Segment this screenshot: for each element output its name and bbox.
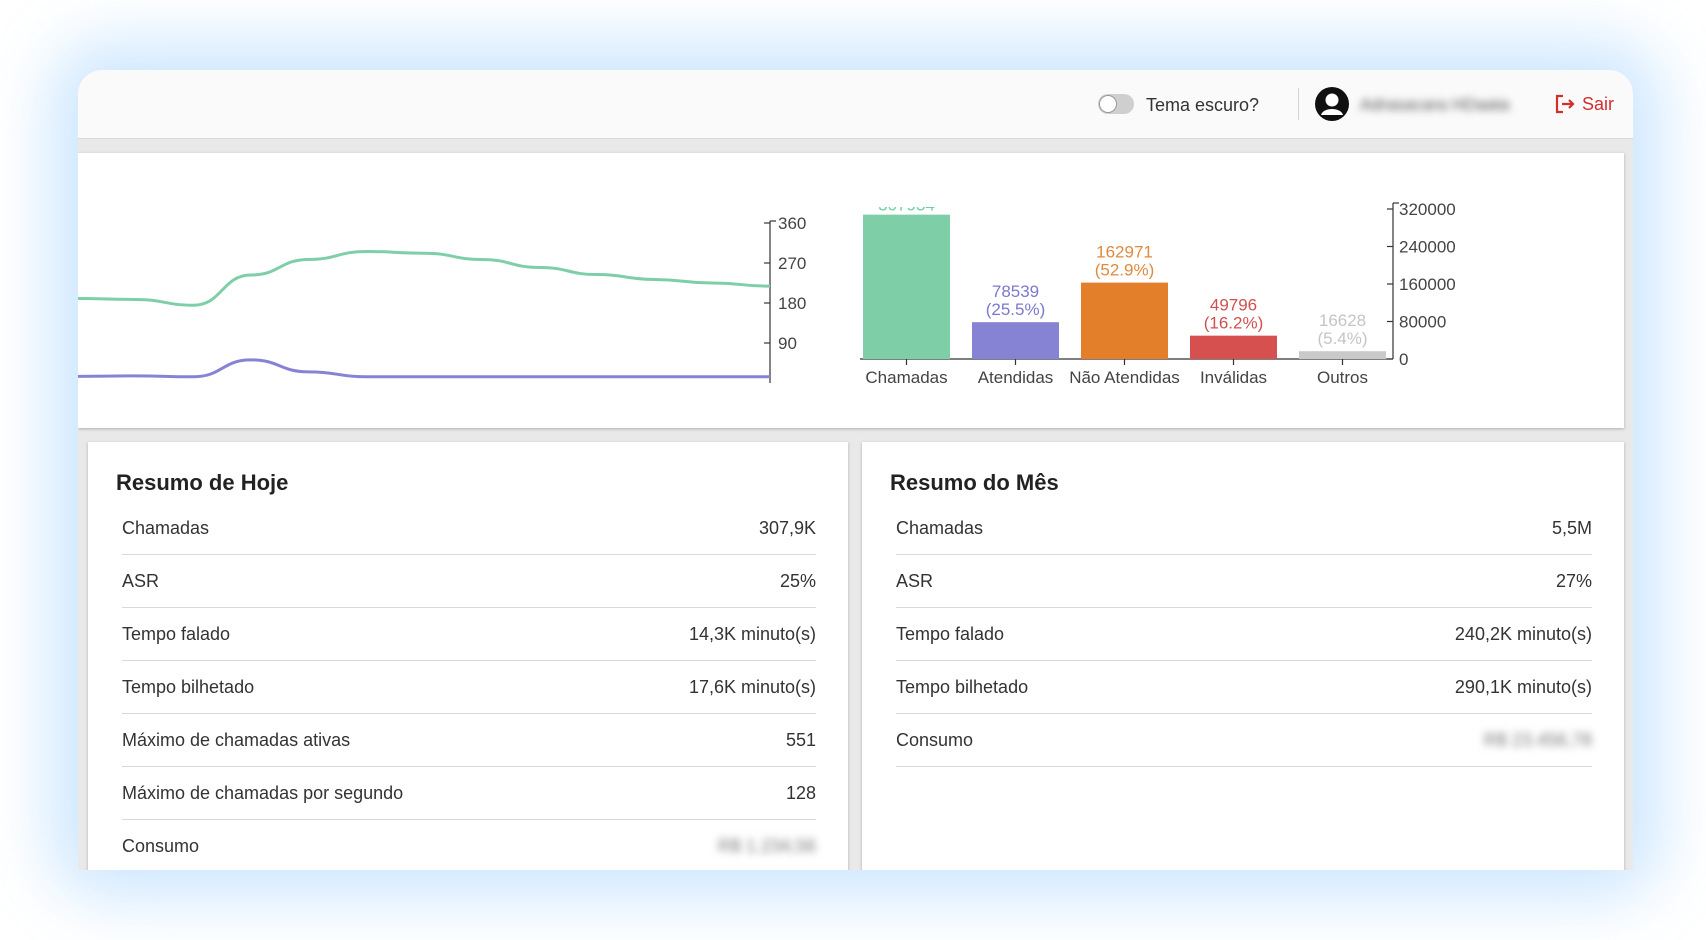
summary-row: Consumo R$ 23.456,78 bbox=[896, 714, 1592, 767]
summary-row-label: Tempo bilhetado bbox=[896, 676, 1029, 697]
line-chart-tick-label: 180 bbox=[778, 294, 806, 313]
dashboard-window: Tema escuro? Adrasacara HDaata Sair 360 2… bbox=[78, 70, 1633, 870]
summary-row-value: 17,6K minuto(s) bbox=[688, 676, 816, 697]
user-name: Adrasacara HDaata bbox=[1360, 95, 1510, 114]
user-avatar-icon bbox=[1315, 87, 1349, 121]
bar-category-label: Chamadas bbox=[865, 368, 947, 387]
bar-chart-top-clip bbox=[848, 153, 1388, 207]
summary-row-value: 551 bbox=[785, 729, 816, 750]
dark-theme-toggle[interactable] bbox=[1098, 94, 1134, 114]
logout-button[interactable]: Sair bbox=[1554, 92, 1614, 116]
summary-row: Chamadas 5,5M bbox=[896, 502, 1592, 555]
dark-theme-label: Tema escuro? bbox=[1146, 95, 1260, 115]
summary-row: Chamadas 307,9K bbox=[122, 502, 816, 555]
today-summary-title: Resumo de Hoje bbox=[116, 470, 289, 495]
bar-percent-label: (5.4%) bbox=[1317, 329, 1367, 348]
summary-row-value: 240,2K minuto(s) bbox=[1454, 623, 1592, 644]
bar-0 bbox=[863, 214, 950, 359]
logout-icon bbox=[1555, 94, 1575, 114]
summary-row: Tempo falado 240,2K minuto(s) bbox=[896, 608, 1592, 661]
bar-chart-tick-label: 160000 bbox=[1399, 275, 1456, 294]
line-series-1 bbox=[78, 358, 771, 379]
toggle-knob bbox=[1099, 95, 1117, 113]
summary-row-value: 5,5M bbox=[1551, 517, 1592, 538]
summary-row: ASR 25% bbox=[122, 555, 816, 608]
bar-value-label: 16628 bbox=[1319, 311, 1366, 330]
top-bar: Tema escuro? Adrasacara HDaata Sair bbox=[78, 70, 1633, 139]
bar-3 bbox=[1190, 335, 1277, 359]
summary-row: Consumo R$ 1.234,56 bbox=[122, 820, 816, 870]
summary-row-label: Máximo de chamadas por segundo bbox=[122, 782, 404, 803]
summary-row: Máximo de chamadas por segundo 128 bbox=[122, 767, 816, 820]
summary-row-value: 128 bbox=[785, 782, 816, 803]
summary-row-label: Chamadas bbox=[122, 517, 210, 538]
bar-value-label: 162971 bbox=[1096, 243, 1153, 262]
month-summary-title: Resumo do Mês bbox=[890, 470, 1059, 495]
bar-1 bbox=[972, 322, 1059, 359]
summary-row-value: R$ 1.234,56 bbox=[717, 835, 816, 856]
today-summary-list: Chamadas 307,9K ASR 25% Tempo falado 14,3K mi… bbox=[122, 502, 816, 870]
bar-value-label: 78539 bbox=[992, 282, 1039, 301]
bar-category-label: Não Atendidas bbox=[1069, 368, 1180, 387]
bar-category-label: Outros bbox=[1317, 368, 1368, 387]
summary-row-label: ASR bbox=[122, 570, 160, 591]
summary-row-label: Consumo bbox=[122, 835, 200, 856]
bar-2 bbox=[1081, 282, 1168, 359]
bar-chart-tick-label: 80000 bbox=[1399, 313, 1446, 332]
summary-row: Tempo bilhetado 17,6K minuto(s) bbox=[122, 661, 816, 714]
today-summary-card: Resumo de Hoje Chamadas 307,9K ASR 25% Tempo… bbox=[88, 442, 848, 870]
topbar-divider bbox=[1298, 88, 1299, 120]
calls-bar-chart: 320000240000160000800000Chamadas307934At… bbox=[848, 153, 1456, 387]
summary-row: ASR 27% bbox=[896, 555, 1592, 608]
summary-row-value: 307,9K bbox=[758, 517, 816, 538]
summary-row-label: Tempo falado bbox=[122, 623, 231, 644]
summary-row-label: Tempo falado bbox=[896, 623, 1005, 644]
bar-chart-tick-label: 240000 bbox=[1399, 238, 1456, 257]
bar-percent-label: (52.9%) bbox=[1095, 261, 1155, 280]
bar-category-label: Atendidas bbox=[978, 368, 1054, 387]
summary-row-label: ASR bbox=[896, 570, 934, 591]
bar-percent-label: (16.2%) bbox=[1204, 314, 1264, 333]
charts-panel: 360 270 180 90 320000 240000 160000 80000 0 Cham… bbox=[78, 153, 1624, 428]
month-summary-card: Resumo do Mês Chamadas 5,5M ASR 27% Tempo fa… bbox=[862, 442, 1624, 870]
line-chart-tick-label: 360 bbox=[778, 214, 806, 233]
summary-row-label: Consumo bbox=[896, 729, 974, 750]
line-series-0 bbox=[78, 249, 771, 307]
bar-value-label: 49796 bbox=[1210, 296, 1257, 315]
summary-row-value: 27% bbox=[1555, 570, 1592, 591]
summary-row: Máximo de chamadas ativas 551 bbox=[122, 714, 816, 767]
summary-row: Tempo bilhetado 290,1K minuto(s) bbox=[896, 661, 1592, 714]
summary-row-label: Chamadas bbox=[896, 517, 984, 538]
line-chart-tick-label: 270 bbox=[778, 254, 806, 273]
summary-row-value: 25% bbox=[779, 570, 816, 591]
bar-percent-label: (25.5%) bbox=[986, 300, 1046, 319]
bar-4 bbox=[1299, 351, 1386, 359]
bar-chart-tick-label: 320000 bbox=[1399, 200, 1456, 219]
bar-chart-tick-label: 0 bbox=[1399, 350, 1408, 369]
month-summary-list: Chamadas 5,5M ASR 27% Tempo falado 240,2K min… bbox=[896, 502, 1592, 767]
line-chart-tick-label: 90 bbox=[778, 334, 797, 353]
summary-row-value: 290,1K minuto(s) bbox=[1454, 676, 1592, 697]
summary-row-label: Máximo de chamadas ativas bbox=[122, 729, 351, 750]
summary-row: Tempo falado 14,3K minuto(s) bbox=[122, 608, 816, 661]
summary-row-value: R$ 23.456,78 bbox=[1483, 729, 1592, 750]
logout-label: Sair bbox=[1582, 93, 1615, 114]
summary-row-value: 14,3K minuto(s) bbox=[688, 623, 816, 644]
bar-category-label: Inválidas bbox=[1200, 368, 1267, 387]
summary-row-label: Tempo bilhetado bbox=[122, 676, 255, 697]
calls-line-chart: 360 270 180 90 bbox=[78, 214, 806, 383]
